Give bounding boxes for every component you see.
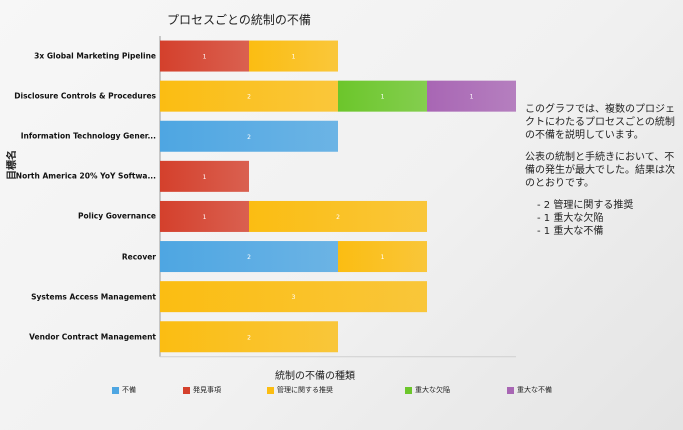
x-axis-label: 統制の不備の種類: [275, 371, 355, 382]
category-label: Vendor Contract Management: [29, 332, 156, 342]
category-label: North America 20% YoY Softwa...: [15, 171, 156, 181]
description-item: - 2 管理に関する推奨: [537, 200, 634, 211]
bar-value-label: 1: [203, 54, 207, 61]
legend-swatch: [112, 386, 119, 394]
bar-segment[interactable]: [160, 80, 338, 112]
chart-description: このグラフでは、複数のプロジェクトにわたるプロセスごとの統制の不備を説明していま…: [525, 103, 680, 238]
chart-title: プロセスごとの統制の不備: [167, 13, 311, 27]
bar-segment[interactable]: [160, 321, 338, 353]
bar-value-label: 1: [203, 214, 207, 221]
bar-value-label: 3: [292, 294, 296, 301]
bar-value-label: 2: [247, 134, 251, 141]
description-intro: このグラフでは、複数のプロジェクトにわたるプロセスごとの統制の不備を説明していま…: [525, 104, 675, 141]
bar-value-label: 1: [470, 94, 474, 101]
legend-label: 重大な欠陥: [415, 386, 450, 394]
legend-swatch: [507, 386, 514, 394]
legend-label: 不備: [122, 386, 136, 394]
bar-value-label: 2: [336, 214, 340, 221]
category-label: Disclosure Controls & Procedures: [14, 91, 156, 101]
legend-item[interactable]: 管理に関する推奨: [267, 385, 333, 395]
description-item: - 1 重大な欠陥: [537, 213, 604, 224]
bar-segment[interactable]: [160, 160, 249, 192]
legend-label: 重大な不備: [517, 386, 552, 394]
legend-item[interactable]: 不備: [112, 385, 136, 395]
bar-segment[interactable]: [338, 80, 427, 112]
bar-value-label: 2: [247, 254, 251, 261]
category-label: 3x Global Marketing Pipeline: [34, 51, 156, 61]
legend-swatch: [267, 386, 274, 394]
legend-label: 発見事項: [193, 386, 221, 394]
bar-value-label: 1: [203, 174, 207, 181]
category-label: Recover: [121, 252, 156, 262]
category-label: Policy Governance: [78, 211, 156, 221]
bar-segment[interactable]: [160, 241, 338, 273]
legend-item[interactable]: 発見事項: [183, 385, 221, 395]
category-label: Information Technology Gener...: [20, 131, 156, 141]
description-item: - 1 重大な不備: [537, 226, 604, 237]
bar-segment[interactable]: [427, 80, 516, 112]
bar-segment[interactable]: [249, 200, 427, 232]
bar-segment[interactable]: [338, 241, 427, 273]
legend-swatch: [405, 386, 412, 394]
description-summary: 公表の統制と手続きにおいて、不備の発生が最大でした。結果は次のとおりです。: [525, 152, 675, 189]
bar-segment[interactable]: [160, 200, 249, 232]
legend-item[interactable]: 重大な不備: [507, 385, 552, 395]
bar-segment[interactable]: [249, 40, 338, 72]
bar-value-label: 2: [247, 334, 251, 341]
legend-item[interactable]: 重大な欠陥: [405, 385, 450, 395]
legend-swatch: [183, 386, 190, 394]
bar-segment[interactable]: [160, 120, 338, 152]
bar-segment[interactable]: [160, 40, 249, 72]
bar-value-label: 1: [381, 254, 385, 261]
bar-value-label: 1: [381, 94, 385, 101]
description-list: - 2 管理に関する推奨 - 1 重大な欠陥 - 1 重大な不備: [525, 199, 680, 238]
legend-label: 管理に関する推奨: [277, 386, 333, 394]
bar-segment[interactable]: [160, 281, 427, 313]
category-label: Systems Access Management: [31, 292, 156, 302]
bar-value-label: 2: [247, 94, 251, 101]
bar-value-label: 1: [292, 54, 296, 61]
legend: 不備 発見事項 管理に関する推奨 重大な欠陥 重大な不備: [112, 385, 552, 395]
